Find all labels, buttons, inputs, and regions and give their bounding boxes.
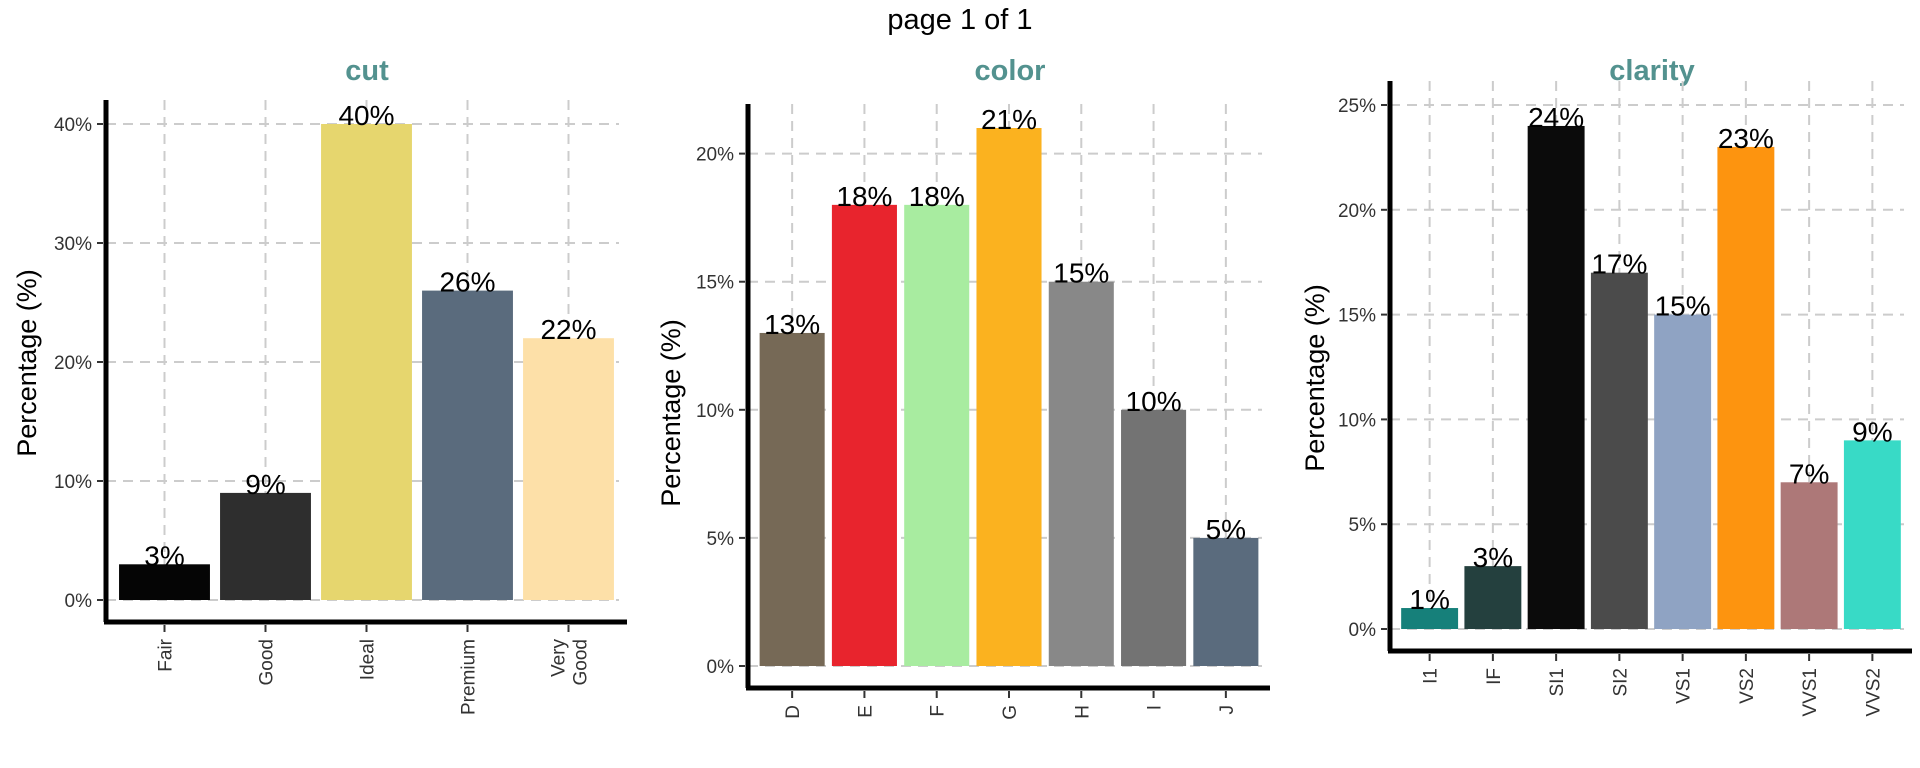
data-label: 24% bbox=[1528, 102, 1584, 133]
x-tick-label: I1 bbox=[1421, 668, 1442, 684]
cut-plot-area: 3% 9% 40% 26% 22% 0% 10% 20% 30% 40% Fair Good Ideal… bbox=[54, 100, 627, 715]
bar bbox=[1193, 537, 1259, 666]
bar bbox=[1780, 482, 1838, 629]
data-label: 18% bbox=[909, 181, 965, 212]
bar bbox=[1590, 272, 1648, 629]
data-label: 1% bbox=[1409, 584, 1449, 615]
data-label: 26% bbox=[439, 267, 495, 298]
bar bbox=[1464, 566, 1522, 629]
x-tick-label: SI2 bbox=[1610, 668, 1631, 697]
bar bbox=[1048, 281, 1114, 666]
bar bbox=[904, 204, 970, 666]
x-tick-label: Premium bbox=[459, 639, 480, 715]
data-label: 18% bbox=[836, 181, 892, 212]
x-tick-label: Fair bbox=[156, 638, 177, 671]
data-label: 15% bbox=[1655, 291, 1711, 322]
x-tick-label: SI1 bbox=[1547, 668, 1568, 697]
x-tick-label: Good bbox=[257, 639, 278, 685]
x-tick-label: F bbox=[928, 705, 949, 717]
data-label: 5% bbox=[1206, 514, 1246, 545]
bar bbox=[1121, 409, 1187, 666]
bar bbox=[1527, 125, 1585, 630]
y-tick-label: 20% bbox=[54, 353, 92, 374]
y-tick-label: 0% bbox=[707, 657, 735, 678]
chart-title: color bbox=[975, 55, 1046, 87]
data-label: 22% bbox=[540, 314, 596, 345]
bar bbox=[831, 204, 897, 666]
color-chart: color Percentage (%) 13% 18% 18% 21% 15% 10% 5… bbox=[656, 55, 1270, 720]
y-tick-label: 5% bbox=[1349, 515, 1377, 536]
bar bbox=[422, 290, 513, 600]
y-tick-label: 0% bbox=[1349, 620, 1377, 641]
x-tick-label-line: Very bbox=[549, 639, 570, 678]
x-tick-label: I bbox=[1145, 705, 1166, 710]
bar bbox=[1401, 608, 1459, 629]
chart-title: cut bbox=[345, 55, 389, 87]
y-tick-label: 5% bbox=[707, 529, 735, 550]
y-tick-label: 30% bbox=[54, 234, 92, 255]
data-label: 15% bbox=[1053, 258, 1109, 289]
y-tick-label: 15% bbox=[696, 273, 734, 294]
x-tick-label: VS1 bbox=[1674, 668, 1695, 704]
x-tick-label-line: Good bbox=[571, 639, 592, 685]
y-tick-label: 15% bbox=[1338, 306, 1376, 327]
bar bbox=[976, 128, 1042, 666]
bar bbox=[1843, 440, 1901, 629]
x-tick-label: G bbox=[1000, 705, 1021, 720]
data-label: 40% bbox=[338, 100, 394, 131]
y-tick-label: 0% bbox=[65, 591, 93, 612]
y-tick-label: 25% bbox=[1338, 96, 1376, 117]
data-label: 17% bbox=[1591, 249, 1647, 280]
bar bbox=[1717, 146, 1775, 630]
y-tick-label: 40% bbox=[54, 115, 92, 136]
bar bbox=[220, 492, 311, 600]
y-tick-label: 10% bbox=[54, 472, 92, 493]
bar bbox=[1654, 314, 1712, 629]
clarity-plot-area: 1% 3% 24% 17% 15% 23% 7% 9% 0% 5% 10% 15% 20% 25% I1 IF… bbox=[1338, 81, 1912, 717]
y-axis-label: Percentage (%) bbox=[1300, 284, 1330, 472]
bar bbox=[321, 124, 412, 600]
x-tick-label: VVS1 bbox=[1800, 668, 1821, 717]
bar bbox=[523, 338, 614, 600]
chart-title: clarity bbox=[1609, 55, 1694, 87]
x-tick-label: IF bbox=[1484, 668, 1505, 685]
data-label: 9% bbox=[1852, 416, 1892, 447]
color-plot-area: 13% 18% 18% 21% 15% 10% 5% 0% 5% 10% 15% 20% D E F G H I J bbox=[696, 104, 1270, 720]
bar bbox=[759, 332, 825, 666]
x-tick-label: H bbox=[1072, 705, 1093, 719]
y-tick-label: 10% bbox=[696, 401, 734, 422]
x-tick-label: Ideal bbox=[358, 639, 379, 680]
data-label: 3% bbox=[144, 540, 184, 571]
x-tick-label: E bbox=[855, 705, 876, 718]
cut-chart: cut Percentage (%) 3% 9% 40% 26% 22% 0% 10% 20%… bbox=[12, 55, 627, 715]
x-tick-label: J bbox=[1217, 705, 1238, 715]
y-axis-label: Percentage (%) bbox=[12, 269, 42, 457]
data-label: 10% bbox=[1126, 386, 1182, 417]
data-label: 21% bbox=[981, 104, 1037, 135]
clarity-chart: clarity Percentage (%) 1% 3% 24% 17% 15% 23% 7… bbox=[1300, 55, 1912, 717]
data-label: 7% bbox=[1789, 458, 1829, 489]
data-label: 23% bbox=[1718, 123, 1774, 154]
data-label: 13% bbox=[764, 309, 820, 340]
x-tick-label: VVS2 bbox=[1863, 668, 1884, 717]
bar bbox=[119, 564, 210, 600]
y-tick-label: 20% bbox=[1338, 201, 1376, 222]
x-tick-label: VS2 bbox=[1737, 668, 1758, 704]
y-axis-label: Percentage (%) bbox=[656, 319, 686, 507]
data-label: 9% bbox=[245, 469, 285, 500]
x-tick-label: VeryGood bbox=[549, 639, 592, 686]
x-tick-label: D bbox=[783, 705, 804, 719]
y-tick-label: 20% bbox=[696, 145, 734, 166]
data-label: 3% bbox=[1473, 542, 1513, 573]
page-title: page 1 of 1 bbox=[887, 4, 1033, 36]
y-tick-label: 10% bbox=[1338, 410, 1376, 431]
